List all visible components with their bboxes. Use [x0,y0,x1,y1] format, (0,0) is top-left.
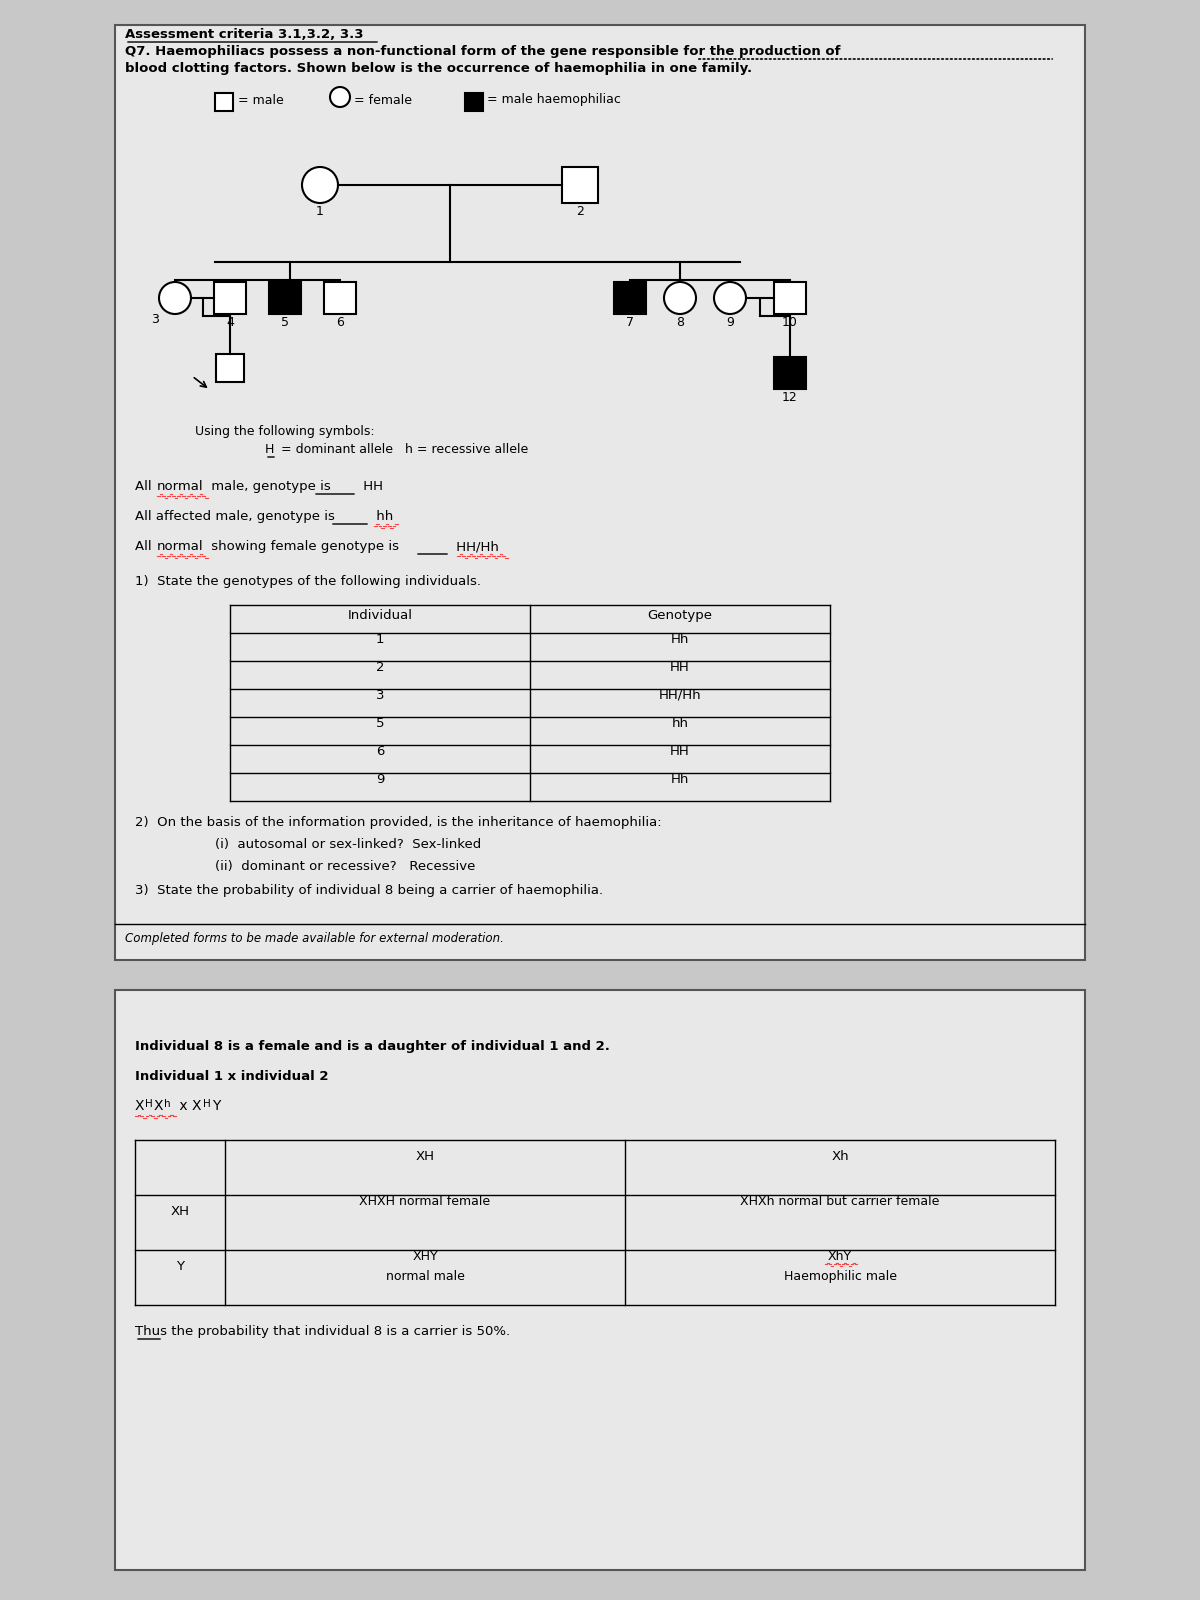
Text: hh: hh [372,510,394,523]
Circle shape [302,166,338,203]
Text: Genotype: Genotype [648,610,713,622]
Text: male, genotype is: male, genotype is [208,480,331,493]
Text: (i)  autosomal or sex-linked?  Sex-linked: (i) autosomal or sex-linked? Sex-linked [215,838,481,851]
Text: 2: 2 [376,661,384,674]
Bar [614,282,646,314]
Text: Individual: Individual [348,610,413,622]
Bar [466,93,482,110]
Text: = dominant allele   h = recessive allele: = dominant allele h = recessive allele [277,443,528,456]
Text: 9: 9 [376,773,384,786]
Text: All: All [134,480,156,493]
Circle shape [330,86,350,107]
Text: 5: 5 [376,717,384,730]
Text: Y: Y [212,1099,221,1114]
Text: Xh: Xh [832,1150,848,1163]
Text: 6: 6 [336,317,344,330]
Text: XhY: XhY [828,1250,852,1262]
Text: Y: Y [176,1261,184,1274]
Text: 8: 8 [676,317,684,330]
Text: H: H [265,443,275,456]
Circle shape [664,282,696,314]
FancyBboxPatch shape [115,26,1085,960]
Text: XH: XH [415,1150,434,1163]
Text: X: X [134,1099,144,1114]
Text: blood clotting factors. Shown below is the occurrence of haemophilia in one fami: blood clotting factors. Shown below is t… [125,62,752,75]
Text: HH: HH [670,661,690,674]
Text: = male: = male [238,93,283,107]
Text: 3: 3 [376,690,384,702]
Text: H: H [145,1099,152,1109]
Bar [214,282,246,314]
Text: 3)  State the probability of individual 8 being a carrier of haemophilia.: 3) State the probability of individual 8… [134,883,604,898]
Text: 10: 10 [782,317,798,330]
Text: Hh: Hh [671,634,689,646]
Text: HH/Hh: HH/Hh [452,541,499,554]
Text: 1: 1 [376,634,384,646]
Text: x X: x X [175,1099,202,1114]
Text: Thus the probability that individual 8 is a carrier is 50%.: Thus the probability that individual 8 i… [134,1325,510,1338]
Text: Haemophilic male: Haemophilic male [784,1270,896,1283]
Text: HH: HH [359,480,383,493]
Text: XHXH normal female: XHXH normal female [360,1195,491,1208]
Text: normal: normal [157,541,204,554]
Text: 12: 12 [782,390,798,403]
Text: = male haemophiliac: = male haemophiliac [487,93,620,107]
Text: X: X [154,1099,163,1114]
Text: (ii)  dominant or recessive?   Recessive: (ii) dominant or recessive? Recessive [215,861,475,874]
Bar [774,282,806,314]
Bar [269,282,301,314]
Text: 6: 6 [376,746,384,758]
Text: XH: XH [170,1205,190,1218]
Bar [324,282,356,314]
Text: hh: hh [672,717,689,730]
Text: 5: 5 [281,317,289,330]
Text: HH: HH [670,746,690,758]
Bar [216,354,244,382]
Text: 3: 3 [151,314,158,326]
Text: showing female genotype is: showing female genotype is [208,541,398,554]
Text: All: All [134,541,156,554]
Text: normal male: normal male [385,1270,464,1283]
Text: 9: 9 [726,317,734,330]
Text: 7: 7 [626,317,634,330]
Text: Assessment criteria 3.1,3.2, 3.3: Assessment criteria 3.1,3.2, 3.3 [125,27,364,42]
Text: 2)  On the basis of the information provided, is the inheritance of haemophilia:: 2) On the basis of the information provi… [134,816,661,829]
Text: Q7. Haemophiliacs possess a non-functional form of the gene responsible for the : Q7. Haemophiliacs possess a non-function… [125,45,840,58]
Text: normal: normal [157,480,204,493]
Text: = female: = female [354,93,412,107]
Text: XHY: XHY [412,1250,438,1262]
Circle shape [158,282,191,314]
Text: 1: 1 [316,205,324,218]
Text: Completed forms to be made available for external moderation.: Completed forms to be made available for… [125,931,504,946]
Bar [562,166,598,203]
Text: 4: 4 [226,317,234,330]
Text: Individual 8 is a female and is a daughter of individual 1 and 2.: Individual 8 is a female and is a daught… [134,1040,610,1053]
Circle shape [714,282,746,314]
Text: h: h [164,1099,170,1109]
Text: HH/Hh: HH/Hh [659,690,701,702]
Text: Individual 1 x individual 2: Individual 1 x individual 2 [134,1070,329,1083]
Bar [774,357,806,389]
Text: Using the following symbols:: Using the following symbols: [194,426,374,438]
Text: All affected male, genotype is: All affected male, genotype is [134,510,335,523]
Text: XHXh normal but carrier female: XHXh normal but carrier female [740,1195,940,1208]
Text: 1)  State the genotypes of the following individuals.: 1) State the genotypes of the following … [134,574,481,587]
Bar [215,93,233,110]
Text: Hh: Hh [671,773,689,786]
Text: 2: 2 [576,205,584,218]
FancyBboxPatch shape [115,990,1085,1570]
Text: H: H [203,1099,211,1109]
